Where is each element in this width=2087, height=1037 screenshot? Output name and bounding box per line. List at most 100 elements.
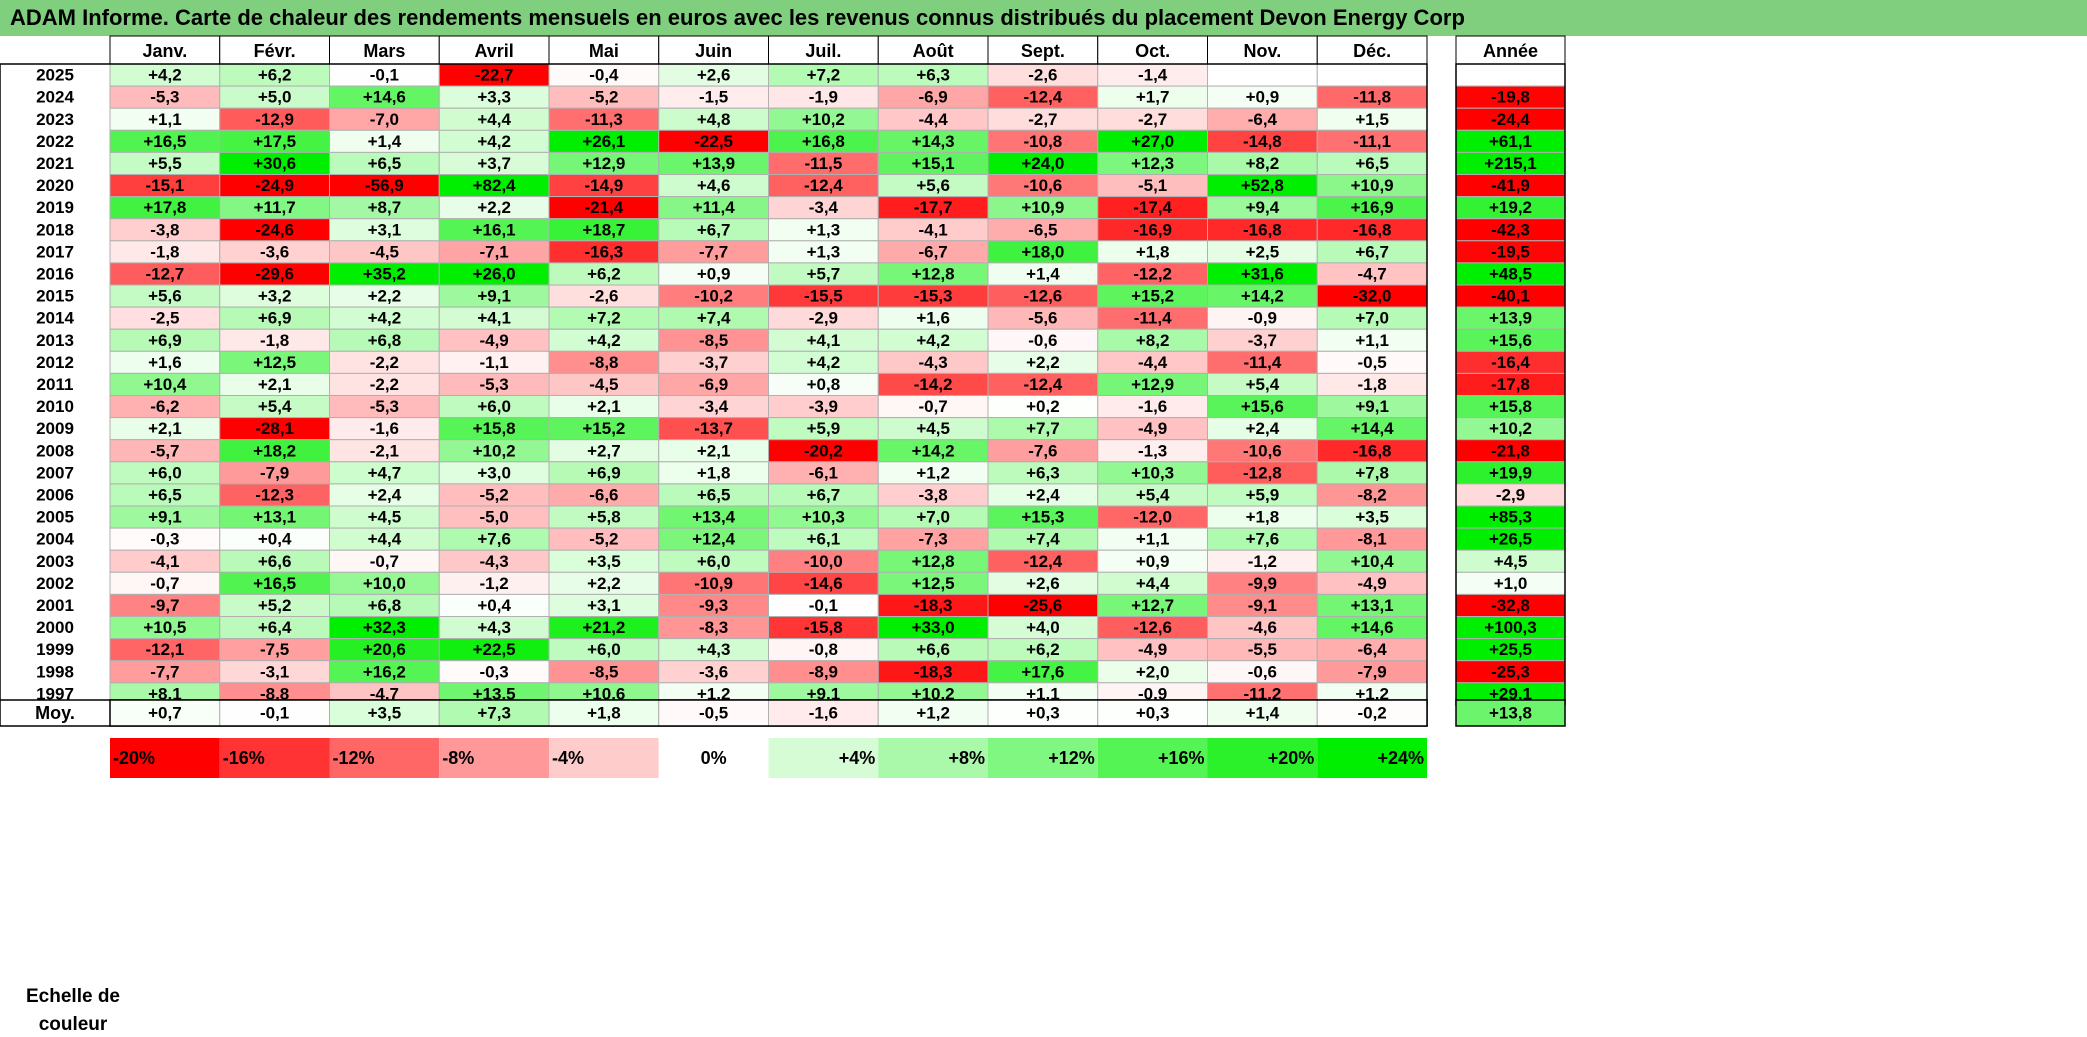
cell-value: +10,9 — [1021, 198, 1064, 217]
cell-value: -5,0 — [479, 508, 508, 527]
cell-value: +3,5 — [1355, 508, 1389, 527]
cell-value: -13,7 — [694, 419, 733, 438]
average-value: +0,7 — [148, 704, 182, 723]
cell-value: +0,9 — [1246, 88, 1280, 107]
cell-value: -1,2 — [479, 574, 508, 593]
scale-label: couleur — [39, 1014, 108, 1035]
cell-value: +9,1 — [148, 508, 182, 527]
cell-value: +24,0 — [1021, 154, 1064, 173]
cell-value: -7,7 — [699, 242, 728, 261]
cell-value: +3,3 — [477, 88, 511, 107]
row-year-label: 1997 — [36, 684, 74, 703]
month-header-cell — [658, 35, 769, 65]
cell-value: +14,2 — [912, 441, 955, 460]
row-year-label: 2015 — [36, 287, 74, 306]
cell-value: +4,3 — [697, 640, 731, 659]
cell-value: -6,4 — [1357, 640, 1387, 659]
cell-value: -7,1 — [479, 242, 508, 261]
cell-value: +14,2 — [1241, 287, 1284, 306]
cell-value: -3,4 — [699, 397, 729, 416]
scale-swatch — [439, 738, 549, 778]
cell-value: +7,7 — [1026, 419, 1060, 438]
annual-value: +100,3 — [1484, 618, 1536, 637]
cell-value: +6,9 — [258, 309, 292, 328]
cell-value: -12,4 — [1024, 375, 1063, 394]
cell-value: -29,6 — [255, 264, 294, 283]
row-year-label: 2005 — [36, 508, 74, 527]
cell-value: -14,9 — [585, 176, 624, 195]
cell-value: -3,8 — [150, 220, 179, 239]
cell-value: -11,4 — [1243, 353, 1281, 372]
cell-value: +13,5 — [473, 684, 516, 703]
cell-value: +10,2 — [912, 684, 955, 703]
scale-label-value: +24% — [1377, 748, 1424, 768]
cell-value: -1,5 — [699, 88, 728, 107]
cell-value: +6,2 — [1026, 640, 1060, 659]
cell-value: -7,3 — [918, 530, 947, 549]
cell-value: -2,6 — [1028, 66, 1057, 85]
cell-value: -12,4 — [1024, 552, 1063, 571]
cell-value: -3,1 — [260, 662, 289, 681]
cell-value: -12,3 — [255, 485, 294, 504]
cell-value: -6,1 — [809, 463, 838, 482]
month-header: Déc. — [1353, 41, 1391, 61]
month-header: Janv. — [143, 41, 188, 61]
annual-value: -32,8 — [1491, 596, 1530, 615]
cell-value: +1,6 — [916, 309, 950, 328]
cell-value: -0,9 — [1248, 309, 1277, 328]
cell-value: -6,5 — [1028, 220, 1057, 239]
cell-value: +6,8 — [368, 596, 402, 615]
cell-value: +4,8 — [697, 110, 731, 129]
cell-value: +2,7 — [587, 441, 621, 460]
annual-value: +10,2 — [1489, 419, 1532, 438]
cell-value: +16,9 — [1351, 198, 1394, 217]
cell-value: +4,5 — [916, 419, 950, 438]
cell-value: -10,0 — [804, 552, 843, 571]
average-annual-value: +13,8 — [1489, 704, 1532, 723]
row-year-label: 2017 — [36, 242, 74, 261]
cell-value: -16,8 — [1353, 441, 1392, 460]
cell-value: +2,1 — [148, 419, 182, 438]
cell-value: +7,2 — [587, 309, 621, 328]
cell-value: +3,5 — [587, 552, 621, 571]
cell-value: -12,6 — [1024, 287, 1063, 306]
cell-value: +4,0 — [1026, 618, 1060, 637]
annual-value: -16,4 — [1491, 353, 1530, 372]
annual-value: +19,9 — [1489, 463, 1532, 482]
cell-value: +6,0 — [477, 397, 511, 416]
cell-value: +14,4 — [1351, 419, 1395, 438]
cell-value: +7,0 — [916, 508, 950, 527]
cell-value: +3,1 — [587, 596, 621, 615]
cell-value: -9,7 — [150, 596, 179, 615]
cell-value: +15,6 — [1241, 397, 1284, 416]
cell-value: -1,8 — [1357, 375, 1386, 394]
row-year-label: 2000 — [36, 618, 74, 637]
row-year-label: 2014 — [36, 309, 74, 328]
cell-value: +1,7 — [1136, 88, 1170, 107]
cell-value: -18,3 — [914, 596, 953, 615]
cell-value: -24,6 — [255, 220, 294, 239]
cell-value: +12,5 — [912, 574, 955, 593]
cell-value: +1,1 — [148, 110, 182, 129]
scale-label-value: +4% — [839, 748, 876, 768]
cell-value: +5,0 — [258, 88, 292, 107]
cell-value: -3,7 — [699, 353, 728, 372]
cell-value: -10,6 — [1243, 441, 1282, 460]
row-year-label: 2004 — [36, 530, 74, 549]
row-year-label: 2020 — [36, 176, 74, 195]
cell-value: +18,0 — [1021, 242, 1064, 261]
cell-value: -4,9 — [479, 331, 508, 350]
cell-value: +16,2 — [363, 662, 406, 681]
scale-label: Echelle de — [26, 986, 120, 1007]
cell-value: +14,6 — [1351, 618, 1394, 637]
cell-value: +13,1 — [1351, 596, 1394, 615]
cell-value: +1,6 — [148, 353, 182, 372]
cell-value: +6,6 — [258, 552, 292, 571]
row-year-label: 2010 — [36, 397, 74, 416]
cell-value: +2,2 — [587, 574, 621, 593]
cell-value: +15,2 — [582, 419, 625, 438]
cell-value: +13,1 — [253, 508, 296, 527]
cell-value: -8,8 — [260, 684, 289, 703]
cell-value: +16,8 — [802, 132, 845, 151]
